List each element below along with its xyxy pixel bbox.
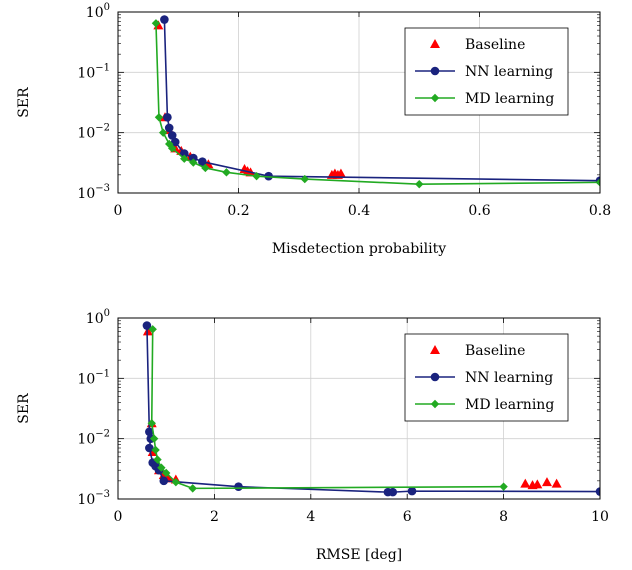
data-point: [189, 158, 198, 167]
x-tick-label: 0.4: [348, 203, 370, 219]
legend-marker: [430, 372, 440, 382]
data-point: [163, 112, 172, 122]
chart-panel-2: 0 2 4 6 8 10 100 10−1 10−2 10−3 RMSE [deg] SER Basel…: [16, 308, 609, 563]
legend: Baseline NN learning MD learning: [404, 333, 569, 422]
data-point: [335, 168, 346, 178]
legend-item: NN learning: [415, 370, 553, 386]
legend-label: NN learning: [465, 64, 553, 80]
data-point: [145, 443, 154, 453]
data-point: [595, 178, 600, 187]
data-point: [201, 163, 210, 173]
data-point: [595, 487, 600, 496]
legend-item: Baseline: [430, 343, 525, 359]
y-axis-label: SER: [16, 393, 32, 424]
data-point: [415, 179, 424, 189]
x-tick-label: 8: [499, 509, 508, 525]
data-point: [142, 321, 152, 330]
axes-frame: [117, 11, 601, 194]
data-point: [300, 174, 309, 184]
axes-frame: [117, 317, 601, 500]
data-point: [148, 325, 157, 334]
data-point: [167, 131, 177, 140]
x-tick-label: 0.2: [227, 203, 249, 219]
y-tick-label: 10−1: [77, 62, 110, 81]
x-tick-label: 2: [210, 509, 219, 525]
data-point: [157, 463, 166, 472]
data-point: [164, 123, 174, 133]
legend-label: NN learning: [465, 370, 553, 386]
legend-item: NN learning: [415, 64, 553, 80]
legend-label: MD learning: [465, 91, 554, 107]
data-point: [541, 477, 552, 487]
data-point: [407, 486, 417, 496]
data-point: [142, 326, 153, 336]
data-point: [147, 419, 156, 428]
y-tick-label: 10−3: [77, 183, 110, 202]
data-point: [165, 139, 174, 149]
y-tick-label: 10−2: [77, 123, 110, 142]
x-tick-label: 4: [306, 509, 315, 525]
legend-label: Baseline: [465, 37, 525, 53]
legend-marker: [430, 93, 440, 103]
x-tick-label: 6: [403, 509, 412, 525]
data-point: [151, 445, 160, 455]
data-point: [520, 478, 531, 488]
data-point: [151, 19, 161, 28]
data-point: [499, 482, 508, 491]
data-point: [252, 171, 261, 181]
data-point: [234, 482, 243, 491]
x-tick-label: 10: [591, 509, 609, 525]
legend-item: Baseline: [430, 37, 525, 53]
data-point: [189, 153, 198, 163]
plot-area: [142, 321, 600, 497]
data-point: [149, 434, 159, 443]
data-point: [160, 15, 169, 24]
data-point: [222, 168, 231, 177]
legend-marker: [430, 66, 440, 76]
data-point: [158, 128, 168, 137]
y-tick-label: 100: [86, 308, 110, 327]
x-tick-label: 0.8: [589, 203, 611, 219]
data-point: [179, 149, 189, 158]
x-tick-label: 0: [114, 203, 123, 219]
data-point: [145, 427, 154, 437]
legend-marker: [430, 39, 440, 48]
x-axis-label: RMSE [deg]: [316, 547, 402, 563]
legend-item: MD learning: [415, 91, 554, 107]
y-tick-label: 10−1: [77, 368, 110, 387]
series-md-learning: [151, 19, 600, 189]
data-point: [388, 487, 398, 497]
y-tick-label: 100: [86, 2, 110, 21]
x-tick-label: 0: [114, 509, 123, 525]
legend-label: Baseline: [465, 343, 525, 359]
data-point: [532, 479, 543, 489]
data-point: [162, 468, 171, 478]
data-point: [551, 478, 562, 488]
data-point: [188, 484, 197, 493]
series-nn-learning: [160, 15, 600, 185]
data-point: [180, 154, 189, 163]
legend-item: MD learning: [415, 397, 554, 413]
plot-area: [151, 15, 600, 189]
data-point: [198, 157, 207, 167]
data-point: [154, 113, 164, 122]
x-axis-label: Misdetection probability: [272, 241, 446, 257]
data-point: [168, 144, 177, 153]
y-tick-label: 10−2: [77, 429, 110, 448]
legend: Baseline NN learning MD learning: [404, 27, 569, 116]
y-tick-label: 10−3: [77, 489, 110, 508]
series-md-learning: [147, 325, 508, 493]
series-line: [163, 19, 600, 182]
legend-label: MD learning: [465, 397, 554, 413]
chart-panel-1: 0 0.2 0.4 0.6 0.8 100 10−1 10−2 10−3 Misdetection…: [16, 2, 611, 257]
data-point: [153, 455, 162, 464]
data-point: [171, 477, 181, 487]
series-line: [150, 329, 504, 490]
x-tick-label: 0.6: [468, 203, 490, 219]
legend-marker: [430, 399, 440, 409]
legend-marker: [430, 345, 440, 354]
y-axis-label: SER: [16, 87, 32, 118]
data-point: [159, 476, 169, 486]
